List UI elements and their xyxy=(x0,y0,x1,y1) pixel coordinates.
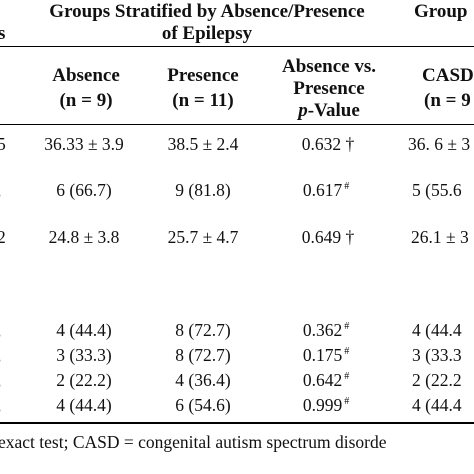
stub-header: s xyxy=(0,23,6,44)
absence-col-n: (n = 9) xyxy=(59,90,113,111)
row-stub: , xyxy=(0,396,1,415)
header-bottom-rule xyxy=(0,124,474,125)
presence-cell: 8 (72.7) xyxy=(175,345,231,365)
presence-cell: 38.5 ± 2.4 xyxy=(167,134,239,154)
pvalue-cell: 0.999 # xyxy=(302,395,350,415)
group-title-line2: of Epilepsy xyxy=(161,23,253,44)
pvalue-col-header-line1: Absence vs. xyxy=(282,56,376,77)
footnote: exact test; CASD = congenital autism spe… xyxy=(0,432,387,452)
row-stub: , xyxy=(0,346,1,365)
table-bottom-rule xyxy=(0,422,474,424)
pvalue-col-header-line3: p-Value xyxy=(298,100,360,121)
presence-col-n: (n = 11) xyxy=(172,90,234,111)
row-stub: , xyxy=(0,371,1,390)
pvalue-col-header-line2: Presence xyxy=(293,78,365,99)
absence-cell: 2 (22.2) xyxy=(56,370,112,390)
casd-cell: 2 (22.2 xyxy=(412,370,462,390)
absence-cell: 36.33 ± 3.9 xyxy=(44,134,124,154)
absence-cell: 4 (44.4) xyxy=(56,395,112,415)
pvalue-cell: 0.649 † xyxy=(301,227,355,247)
header-top-rule xyxy=(0,46,474,47)
right-group-title: Group xyxy=(414,1,468,22)
absence-col-header: Absence xyxy=(52,65,120,86)
casd-col-n: (n = 9 xyxy=(424,90,471,111)
pvalue-cell: 0.175 # xyxy=(302,345,350,365)
casd-cell: 36. 6 ± 3 xyxy=(408,134,471,154)
absence-cell: 3 (33.3) xyxy=(56,345,112,365)
pvalue-cell: 0.642 # xyxy=(302,370,350,390)
absence-cell: 24.8 ± 3.8 xyxy=(48,227,120,247)
casd-cell: 4 (44.4 xyxy=(412,320,462,340)
presence-cell: 4 (36.4) xyxy=(175,370,231,390)
row-stub: , xyxy=(0,181,1,200)
presence-col-header: Presence xyxy=(167,65,239,86)
absence-cell: 4 (44.4) xyxy=(56,320,112,340)
row-stub: 2 xyxy=(0,227,6,247)
group-title-line1: Groups Stratified by Absence/Presence xyxy=(49,1,365,22)
presence-cell: 6 (54.6) xyxy=(175,395,231,415)
pvalue-cell: 0.362 # xyxy=(302,320,350,340)
pvalue-cell: 0.617 # xyxy=(302,180,350,200)
casd-col-header: CASD xyxy=(422,65,474,86)
presence-cell: 25.7 ± 4.7 xyxy=(167,227,239,247)
casd-cell: 26.1 ± 3 xyxy=(411,227,469,247)
row-stub: , xyxy=(0,321,1,340)
absence-cell: 6 (66.7) xyxy=(56,180,112,200)
casd-cell: 3 (33.3 xyxy=(412,345,462,365)
casd-cell: 5 (55.6 xyxy=(412,180,462,200)
presence-cell: 9 (81.8) xyxy=(175,180,231,200)
presence-cell: 8 (72.7) xyxy=(175,320,231,340)
row-stub: 5 xyxy=(0,134,6,154)
casd-cell: 4 (44.4 xyxy=(412,395,462,415)
pvalue-cell: 0.632 † xyxy=(301,134,355,154)
